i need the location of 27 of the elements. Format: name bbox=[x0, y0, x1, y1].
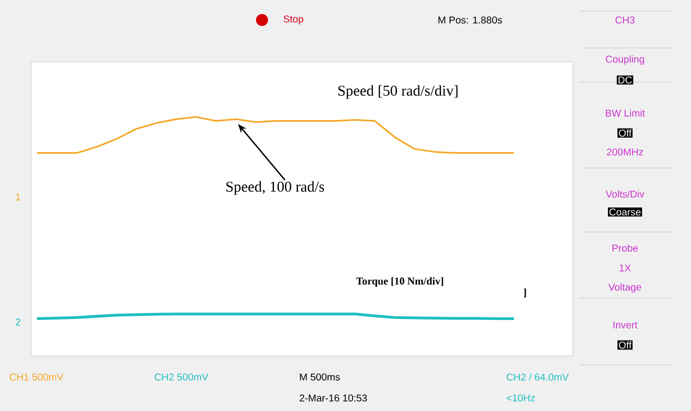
text: 1 bbox=[16, 194, 20, 200]
text: Volts/Div bbox=[606, 190, 644, 198]
text: M Pos: 1.880s bbox=[438, 16, 502, 24]
text: 2-Mar-16 10:53 bbox=[300, 394, 367, 402]
text: Voltage bbox=[608, 283, 642, 293]
text: 200MHz bbox=[606, 148, 644, 156]
text: CH3 bbox=[616, 16, 635, 24]
text: CH2 500mV bbox=[154, 373, 208, 381]
text: CH1 500mV bbox=[10, 373, 64, 381]
text: Off bbox=[618, 341, 632, 349]
text: CH2 / 64.0mV bbox=[506, 373, 569, 381]
text: M 500ms bbox=[300, 373, 340, 381]
text: <10Hz bbox=[506, 394, 535, 402]
text: Torque [10 Nm/div] bbox=[356, 277, 444, 287]
text: Speed [50 rad/s/div] bbox=[338, 85, 458, 99]
text: Off bbox=[618, 129, 632, 137]
text: Coupling bbox=[606, 55, 644, 65]
text: Stop bbox=[284, 15, 304, 25]
text: Invert bbox=[613, 322, 638, 328]
text: Probe bbox=[612, 244, 638, 252]
text: BW Limit bbox=[606, 109, 645, 117]
text: Speed, 100 rad/s bbox=[226, 181, 324, 195]
text: DC bbox=[618, 76, 632, 84]
text: Coarse bbox=[609, 208, 641, 216]
text: 2 bbox=[16, 318, 20, 326]
text: 1X bbox=[620, 264, 631, 272]
text: ] bbox=[524, 288, 526, 298]
